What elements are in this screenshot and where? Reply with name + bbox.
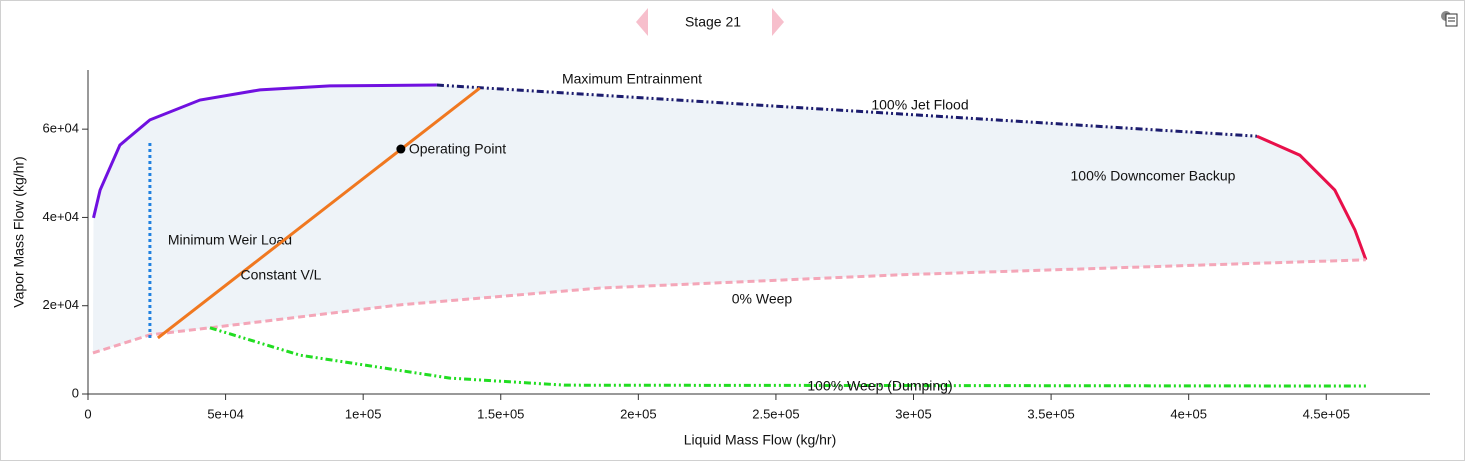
series-line xyxy=(1256,134,1368,261)
series-label: 100% Weep (Dumping) xyxy=(807,378,952,394)
y-tick-label: 6e+04 xyxy=(42,121,79,136)
series-label: Minimum Weir Load xyxy=(168,232,292,248)
x-tick-label: 2e+05 xyxy=(620,406,657,421)
x-tick-label: 2.5e+05 xyxy=(752,406,799,421)
x-tick-label: 3e+05 xyxy=(895,406,932,421)
y-tick-label: 2e+04 xyxy=(42,297,79,312)
x-tick-label: 0 xyxy=(84,406,91,421)
operating-point-label: Operating Point xyxy=(409,141,506,157)
prev-stage-button[interactable] xyxy=(636,8,648,36)
x-tick-label: 3.5e+05 xyxy=(1027,406,1074,421)
x-tick-label: 1.5e+05 xyxy=(477,406,524,421)
series-line xyxy=(92,83,437,219)
next-stage-button[interactable] xyxy=(772,8,784,36)
stage-title: Stage 21 xyxy=(685,14,741,30)
series-line xyxy=(209,326,1366,388)
series-label: 0% Weep xyxy=(732,291,793,307)
operating-region xyxy=(92,85,1366,353)
series-label: 100% Jet Flood xyxy=(871,97,968,113)
x-tick-label: 4e+05 xyxy=(1170,406,1207,421)
y-tick-label: 4e+04 xyxy=(42,209,79,224)
series-label: Constant V/L xyxy=(241,267,322,283)
settings-icon[interactable] xyxy=(1441,11,1458,27)
operating-point xyxy=(396,144,406,154)
series-line xyxy=(436,83,1258,138)
series-label: Maximum Entrainment xyxy=(562,71,702,87)
x-tick-label: 4.5e+05 xyxy=(1303,406,1350,421)
series-line xyxy=(92,258,1366,355)
x-tick-label: 5e+04 xyxy=(207,406,244,421)
series-label: 100% Downcomer Backup xyxy=(1071,168,1236,184)
y-axis-title: Vapor Mass Flow (kg/hr) xyxy=(11,156,27,307)
y-tick-label: 0 xyxy=(72,385,79,400)
x-axis-title: Liquid Mass Flow (kg/hr) xyxy=(684,432,837,448)
series-line xyxy=(156,86,481,340)
x-tick-label: 1e+05 xyxy=(345,406,382,421)
